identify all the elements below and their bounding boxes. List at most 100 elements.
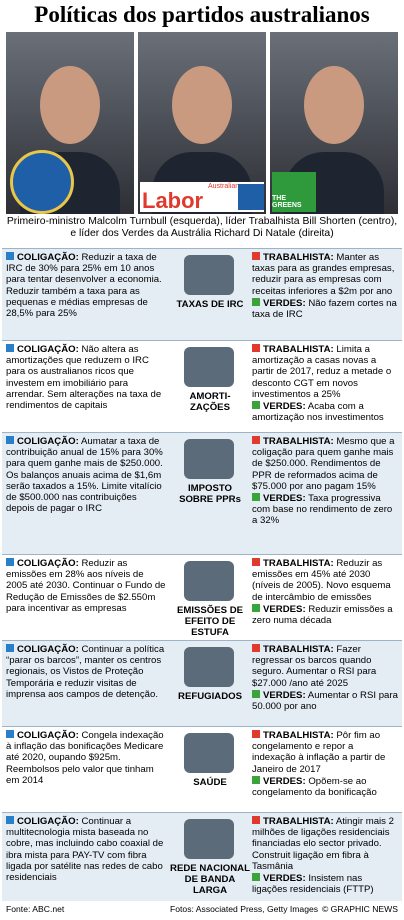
topic-label: REDE NACIONAL DE BANDA LARGA xyxy=(170,863,250,896)
party-marker xyxy=(252,298,260,306)
policy-text: Limita a amortização a casas novas a par… xyxy=(252,344,392,400)
party-label: TRABALHISTA: xyxy=(263,816,334,827)
policy-row: COLIGAÇÃO: Não altera as amortizações qu… xyxy=(2,340,402,433)
policy-text: Fazer regressar os barcos quando seguro.… xyxy=(252,644,377,689)
party-policy: COLIGAÇÃO: Congela indexação à inflação … xyxy=(6,730,166,786)
party-marker xyxy=(252,816,260,824)
party-marker xyxy=(252,558,260,566)
photo: THE GREENS xyxy=(270,32,398,214)
policy-row: COLIGAÇÃO: Aumatar a taxa de contribuiçã… xyxy=(2,432,402,555)
party-policy: VERDES: Não fazem cortes na taxa de IRC xyxy=(252,298,398,320)
policy-text: Acaba com a amortização nos investimento… xyxy=(252,401,384,424)
party-label: VERDES: xyxy=(263,298,306,309)
party-marker xyxy=(252,644,260,652)
policy-text: Taxa progressiva com base no rendimento … xyxy=(252,493,393,527)
policy-row: COLIGAÇÃO: Continuar a multitecnologia m… xyxy=(2,812,402,901)
source: Fonte: ABC.net xyxy=(6,904,65,914)
party-marker xyxy=(6,730,14,738)
party-label: TRABALHISTA: xyxy=(263,730,334,741)
party-label: COLIGAÇÃO: xyxy=(17,644,79,655)
policy-text: Não altera as amortizações que reduzem o… xyxy=(6,344,162,412)
party-policy: TRABALHISTA: Limita a amortização a casa… xyxy=(252,344,398,400)
party-label: COLIGAÇÃO: xyxy=(17,252,79,263)
credit: © GRAPHIC NEWS xyxy=(321,904,398,914)
party-label: COLIGAÇÃO: xyxy=(17,344,79,355)
party-policy: COLIGAÇÃO: Reduzir as emissões em 28% ao… xyxy=(6,558,166,614)
policy-text: Reduzir a taxa de IRC de 30% para 25% em… xyxy=(6,252,162,320)
photo: Australian Labor xyxy=(138,32,266,214)
party-label: VERDES: xyxy=(263,604,306,615)
policy-text: Opõem-se ao congelamento da bonificação xyxy=(252,776,377,799)
party-marker xyxy=(252,730,260,738)
policy-text: Manter as taxas para as grandes empresas… xyxy=(252,252,395,297)
party-marker xyxy=(252,493,260,501)
party-policy: COLIGAÇÃO: Aumatar a taxa de contribuiçã… xyxy=(6,436,166,514)
topic-label: SAÚDE xyxy=(193,777,227,788)
topic-icon xyxy=(184,439,234,479)
party-marker xyxy=(252,436,260,444)
party-label: TRABALHISTA: xyxy=(263,344,334,355)
party-label: VERDES: xyxy=(263,690,306,701)
party-marker xyxy=(6,558,14,566)
party-policy: COLIGAÇÃO: Continuar a multitecnologia m… xyxy=(6,816,166,883)
topic-icon xyxy=(184,347,234,387)
party-policy: COLIGAÇÃO: Não altera as amortizações qu… xyxy=(6,344,166,411)
policy-text: Pôr fim ao congelamento e repor a indexa… xyxy=(252,730,386,775)
party-policy: TRABALHISTA: Pôr fim ao congelamento e r… xyxy=(252,730,398,775)
party-policy: VERDES: Insistem nas ligações residencia… xyxy=(252,873,398,895)
party-label: TRABALHISTA: xyxy=(263,436,334,447)
party-marker xyxy=(252,776,260,784)
party-policy: VERDES: Taxa progressiva com base no ren… xyxy=(252,493,398,527)
policy-text: Não fazem cortes na taxa de IRC xyxy=(252,298,397,321)
party-marker xyxy=(252,604,260,612)
party-marker xyxy=(6,644,14,652)
party-label: TRABALHISTA: xyxy=(263,252,334,263)
policy-text: Insistem nas ligações residenciais (FTTP… xyxy=(252,873,374,896)
topic-icon xyxy=(184,819,234,859)
party-label: VERDES: xyxy=(263,776,306,787)
policy-text: Mesmo que a coligação para quem ganhe ma… xyxy=(252,436,395,492)
party-policy: VERDES: Acaba com a amortização nos inve… xyxy=(252,401,398,423)
topic-icon xyxy=(184,561,234,601)
party-policy: TRABALHISTA: Manter as taxas para as gra… xyxy=(252,252,398,297)
policy-text: Reduzir emissões a zero numa década xyxy=(252,604,393,627)
party-policy: TRABALHISTA: Reduzir as emissões em 45% … xyxy=(252,558,398,603)
party-policy: VERDES: Reduzir emissões a zero numa déc… xyxy=(252,604,398,626)
party-policy: VERDES: Aumentar o RSI para 50.000 por a… xyxy=(252,690,398,712)
policy-row: COLIGAÇÃO: Continuar a política “parar o… xyxy=(2,640,402,727)
policy-text: Aumatar a taxa de contribuição anual de … xyxy=(6,436,163,515)
party-marker xyxy=(252,401,260,409)
party-marker xyxy=(252,344,260,352)
party-policy: TRABALHISTA: Atingir mais 2 milhões de l… xyxy=(252,816,398,872)
topic-label: EMISSÕES DE EFEITO DE ESTUFA xyxy=(176,605,244,638)
party-marker xyxy=(6,252,14,260)
party-marker xyxy=(6,344,14,352)
party-label: COLIGAÇÃO: xyxy=(17,730,79,741)
party-policy: VERDES: Opõem-se ao congelamento da boni… xyxy=(252,776,398,798)
party-label: TRABALHISTA: xyxy=(263,558,334,569)
party-marker xyxy=(252,690,260,698)
photo xyxy=(6,32,134,214)
party-label: COLIGAÇÃO: xyxy=(17,436,79,447)
party-label: VERDES: xyxy=(263,493,306,504)
party-policy: TRABALHISTA: Mesmo que a coligação para … xyxy=(252,436,398,492)
topic-icon xyxy=(184,733,234,773)
logo-text: THE GREENS xyxy=(272,172,316,212)
logo-text: Labor xyxy=(142,188,204,213)
party-policy: COLIGAÇÃO: Continuar a política “parar o… xyxy=(6,644,166,700)
party-label: VERDES: xyxy=(263,873,306,884)
policy-row: COLIGAÇÃO: Reduzir as emissões em 28% ao… xyxy=(2,554,402,641)
party-label: VERDES: xyxy=(263,401,306,412)
party-label: COLIGAÇÃO: xyxy=(17,816,79,827)
party-marker xyxy=(252,252,260,260)
topic-label: TAXAS DE IRC xyxy=(176,299,244,310)
topic-icon xyxy=(184,255,234,295)
policy-text: Aumentar o RSI para 50.000 por ano xyxy=(252,690,398,713)
policy-row: COLIGAÇÃO: Reduzir a taxa de IRC de 30% … xyxy=(2,248,402,341)
policy-row: COLIGAÇÃO: Congela indexação à inflação … xyxy=(2,726,402,813)
party-label: COLIGAÇÃO: xyxy=(17,558,79,569)
party-policy: COLIGAÇÃO: Reduzir a taxa de IRC de 30% … xyxy=(6,252,166,319)
topic-label: REFUGIADOS xyxy=(178,691,242,702)
topic-label: IMPOSTO SOBRE PPRs xyxy=(179,483,241,505)
